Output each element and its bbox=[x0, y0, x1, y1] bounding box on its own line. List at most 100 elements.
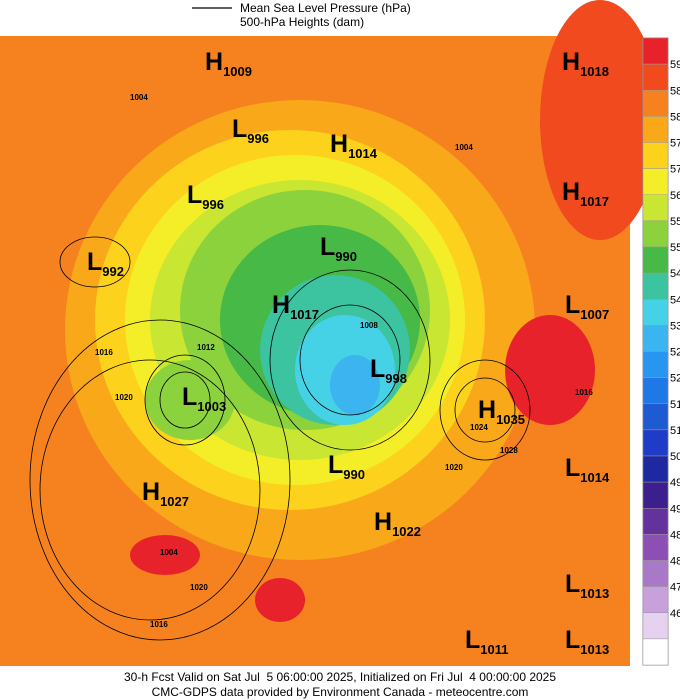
center-value: 1017 bbox=[290, 307, 319, 322]
contour-label: 1012 bbox=[197, 343, 215, 352]
center-value: 1017 bbox=[580, 194, 609, 209]
colorbar-label: 558 bbox=[670, 216, 680, 228]
colorbar-box bbox=[642, 534, 669, 561]
center-value: 992 bbox=[102, 264, 124, 279]
center-type: L bbox=[465, 626, 480, 654]
colorbar-box bbox=[642, 638, 669, 666]
colorbar-label: 522 bbox=[670, 373, 680, 385]
colorbar-box bbox=[642, 272, 669, 300]
colorbar-label: 486 bbox=[670, 529, 680, 541]
colorbar-box bbox=[642, 560, 669, 587]
center-type: L bbox=[328, 451, 343, 479]
pressure-center: L1011 bbox=[465, 626, 508, 657]
pressure-center: H1035 bbox=[478, 396, 525, 427]
pressure-center: L996 bbox=[232, 115, 269, 146]
colorbar-label: 534 bbox=[670, 320, 680, 332]
center-type: L bbox=[370, 355, 385, 383]
center-type: L bbox=[565, 291, 580, 319]
colorbar-box bbox=[642, 116, 669, 143]
center-type: L bbox=[87, 248, 102, 276]
colorbar-label: 570 bbox=[670, 164, 680, 176]
colorbar-box bbox=[642, 37, 669, 65]
legend-label: Mean Sea Level Pressure (hPa) bbox=[240, 1, 411, 15]
colorbar-label: 498 bbox=[670, 477, 680, 489]
colorbar-box bbox=[642, 299, 669, 326]
center-type: L bbox=[182, 383, 197, 411]
colorbar-label: 588 bbox=[670, 85, 680, 97]
center-value: 1013 bbox=[580, 642, 609, 657]
pressure-center: L1013 bbox=[565, 626, 609, 657]
contour-label: 1020 bbox=[115, 393, 133, 402]
center-type: L bbox=[565, 454, 580, 482]
pressure-center: H1027 bbox=[142, 478, 189, 509]
legend-label: 500-hPa Heights (dam) bbox=[240, 15, 364, 29]
colorbar-box bbox=[642, 63, 669, 91]
contour-label: 1016 bbox=[150, 620, 168, 629]
contour-label: 1016 bbox=[575, 388, 593, 397]
colorbar-box bbox=[642, 612, 669, 640]
center-type: H bbox=[478, 396, 496, 424]
colorbar-box bbox=[642, 194, 669, 222]
contour-label: 1008 bbox=[360, 321, 378, 330]
center-value: 1027 bbox=[160, 494, 189, 509]
pressure-center: L1007 bbox=[565, 291, 609, 322]
center-type: L bbox=[565, 570, 580, 598]
center-value: 1003 bbox=[197, 399, 226, 414]
footer-text: 30-h Fcst Valid on Sat Jul 5 06:00:00 20… bbox=[123, 670, 557, 684]
center-value: 996 bbox=[247, 131, 269, 146]
center-type: H bbox=[205, 48, 223, 76]
contour-label: 1004 bbox=[455, 143, 473, 152]
isobars bbox=[29, 236, 531, 641]
center-type: L bbox=[565, 626, 580, 654]
colorbar-label: 468 bbox=[670, 608, 680, 620]
colorbar-label: 576 bbox=[670, 138, 680, 150]
pressure-center: L1013 bbox=[565, 570, 609, 601]
colorbar-box bbox=[642, 377, 669, 404]
center-type: H bbox=[142, 478, 160, 506]
pressure-center: H1018 bbox=[562, 48, 609, 79]
contour-label: 1004 bbox=[160, 548, 178, 557]
contour-label: 1020 bbox=[445, 463, 463, 472]
pressure-center: L998 bbox=[370, 355, 407, 386]
colorbar-box bbox=[642, 429, 669, 457]
colorbar-label: 582 bbox=[670, 111, 680, 123]
colorbar-label: 546 bbox=[670, 268, 680, 280]
colorbar-label: 492 bbox=[670, 503, 680, 515]
center-type: H bbox=[562, 48, 580, 76]
map: Mean Sea Level Pressure (hPa) 500-hPa He… bbox=[0, 0, 680, 666]
colorbar-box bbox=[642, 142, 669, 169]
pressure-center: L990 bbox=[320, 233, 357, 264]
pressure-center: L996 bbox=[187, 181, 224, 212]
contour-label: 1020 bbox=[190, 583, 208, 592]
contour-label: 1016 bbox=[95, 348, 113, 357]
center-value: 1007 bbox=[580, 307, 609, 322]
pressure-center: H1014 bbox=[330, 130, 378, 161]
center-type: H bbox=[330, 130, 348, 158]
center-type: H bbox=[272, 291, 290, 319]
center-value: 1035 bbox=[496, 412, 525, 427]
center-type: H bbox=[374, 508, 392, 536]
colorbar-label: 480 bbox=[670, 556, 680, 568]
center-value: 1009 bbox=[223, 64, 252, 79]
pressure-center: L1003 bbox=[182, 383, 226, 414]
colorbar-box bbox=[642, 508, 669, 535]
colorbar-label: 540 bbox=[670, 294, 680, 306]
colorbar-label: 564 bbox=[670, 190, 680, 202]
footer-text: CMC-GDPS data provided by Environment Ca… bbox=[151, 685, 529, 699]
colorbar-label: 528 bbox=[670, 347, 680, 359]
colorbar-box bbox=[642, 403, 669, 431]
pressure-center: H1022 bbox=[374, 508, 421, 539]
colorbar-label: 516 bbox=[670, 399, 680, 411]
pressure-center: H1017 bbox=[562, 178, 609, 209]
colorbar-box bbox=[642, 90, 669, 117]
center-value: 1018 bbox=[580, 64, 609, 79]
center-value: 998 bbox=[385, 371, 407, 386]
center-type: H bbox=[562, 178, 580, 206]
colorbar-label: 594 bbox=[670, 59, 680, 71]
center-type: L bbox=[187, 181, 202, 209]
colorbar-box bbox=[642, 481, 669, 509]
colorbar-box bbox=[642, 168, 669, 195]
center-type: L bbox=[232, 115, 247, 143]
pressure-center: L992 bbox=[87, 248, 124, 279]
